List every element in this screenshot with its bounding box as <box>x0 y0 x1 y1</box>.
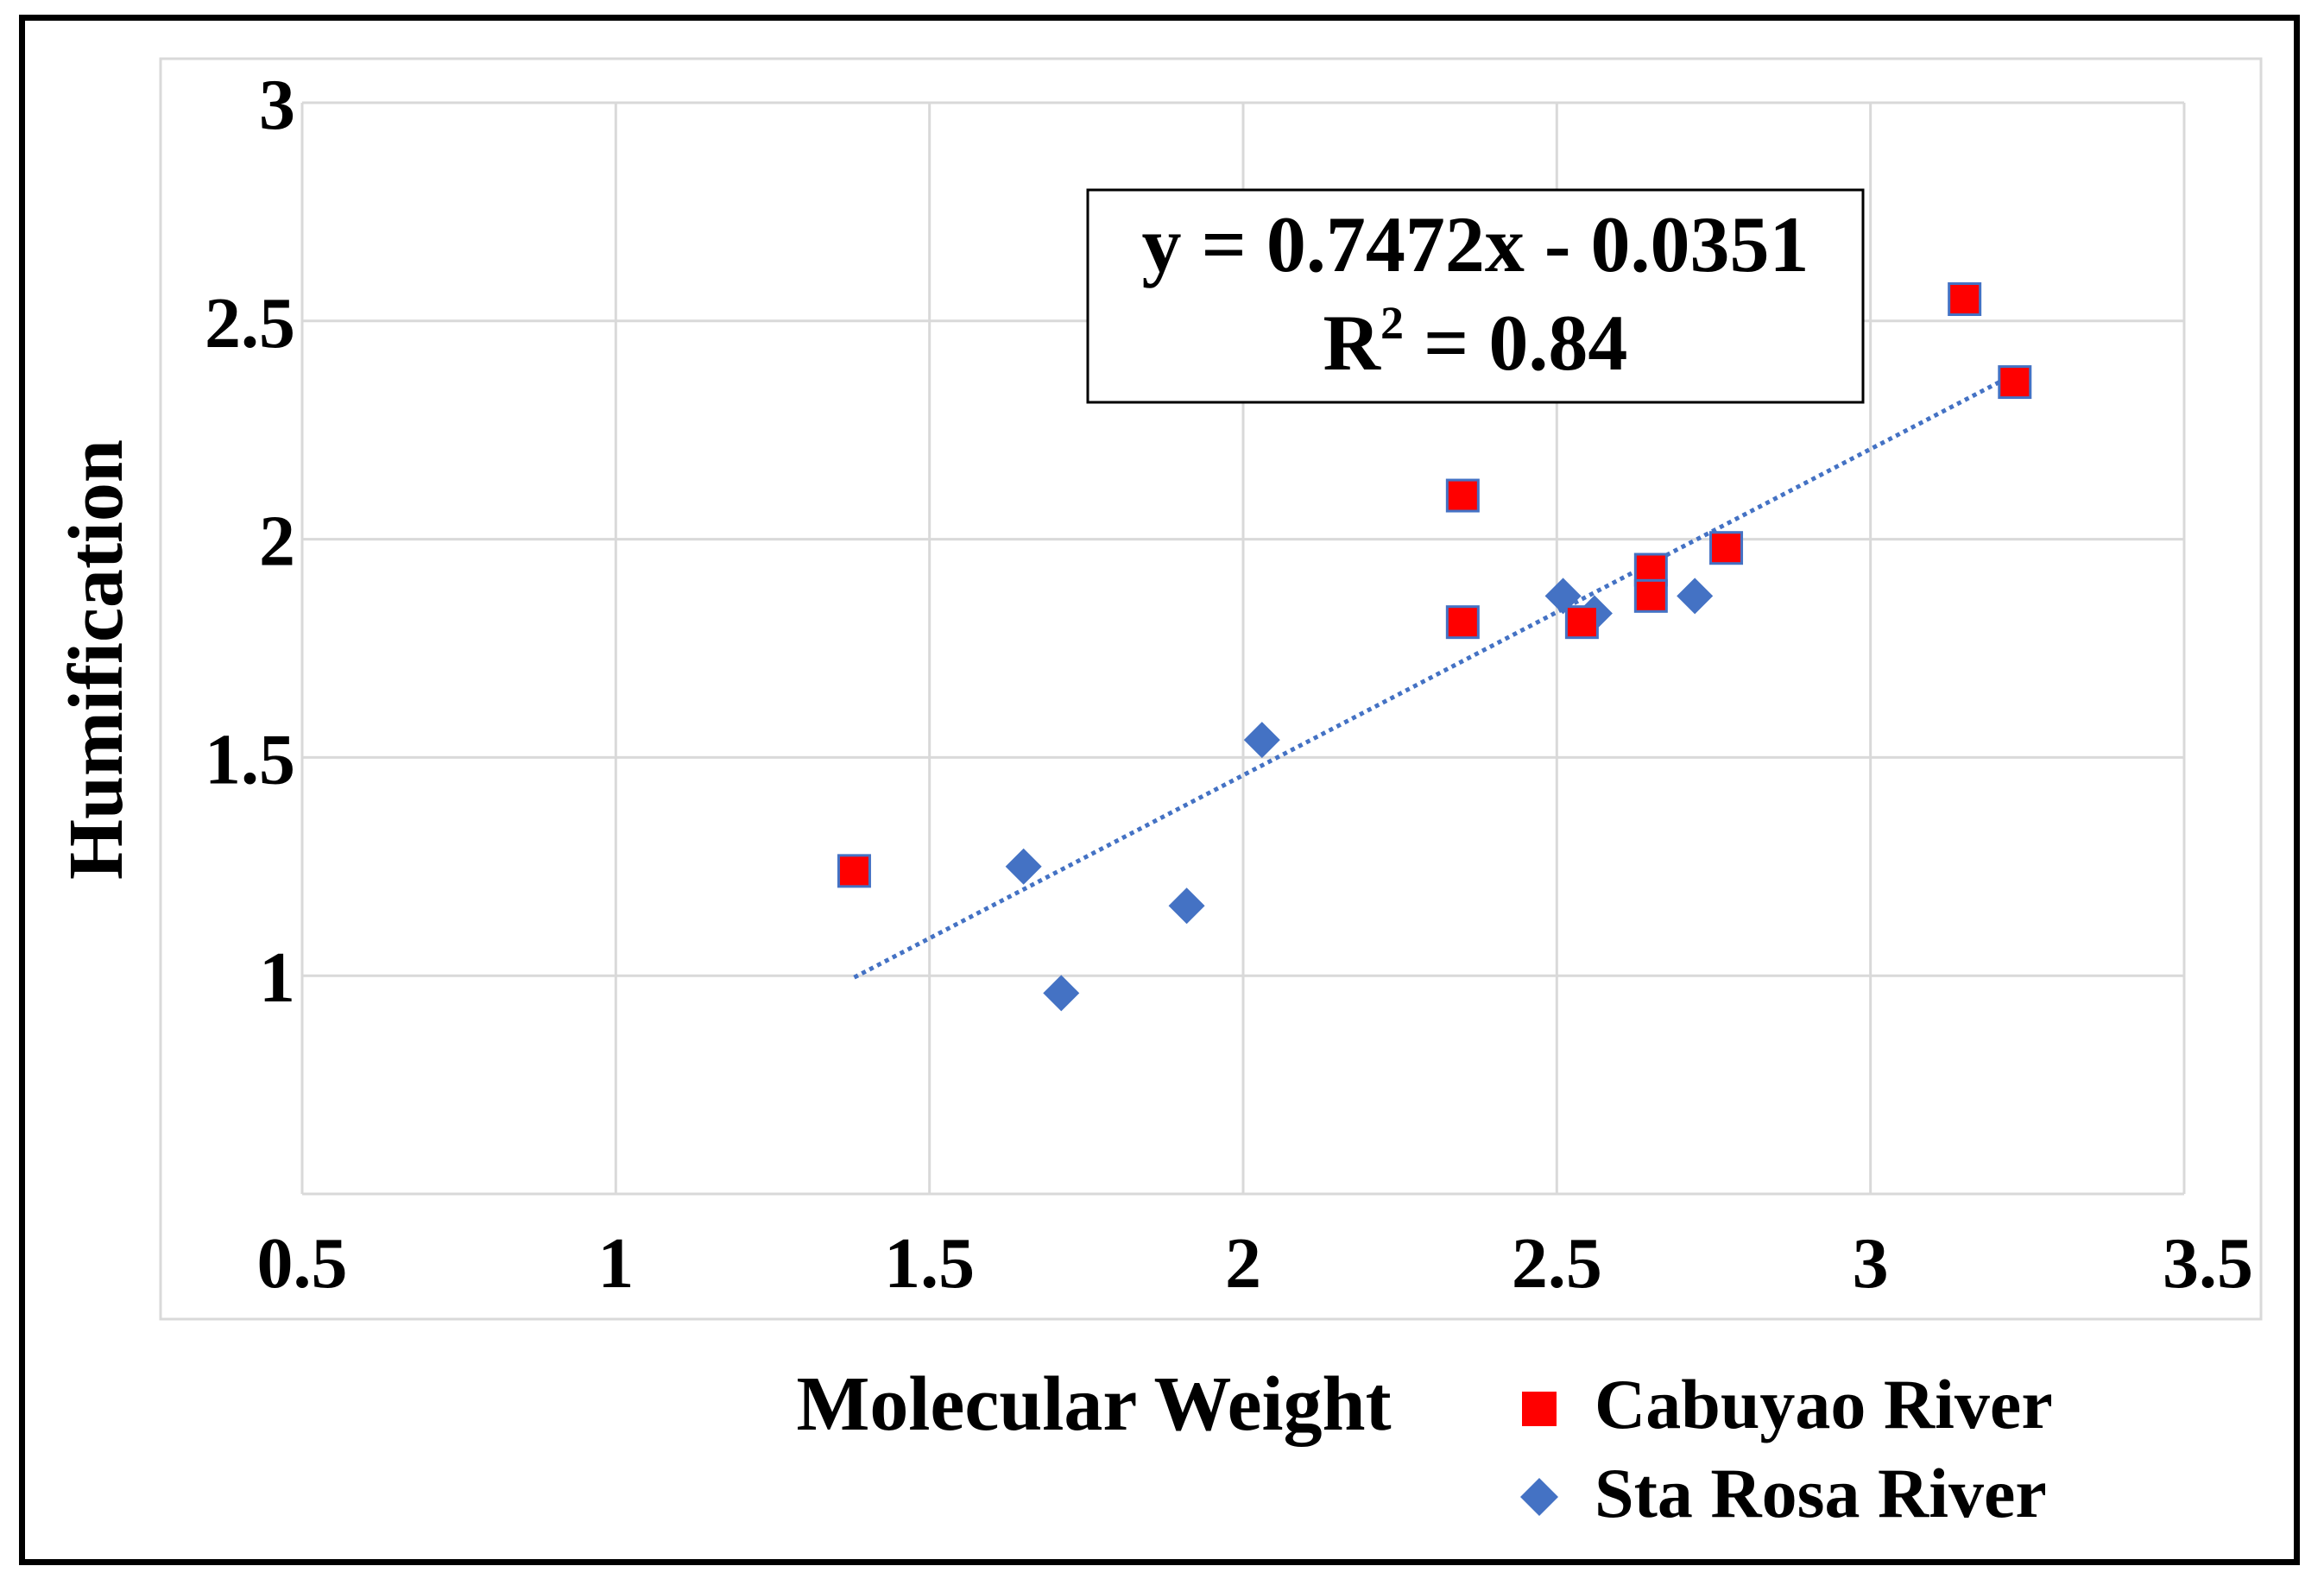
x-tick-label: 1.5 <box>884 1223 975 1304</box>
equation-box: y = 0.7472x - 0.0351 R2 = 0.84 <box>1086 188 1865 404</box>
tick-labels: 0.5 1 1.5 2 2.5 3 3.5 1 1.5 2 2.5 3 <box>205 65 2253 1304</box>
x-tick-label: 2 <box>1225 1223 1261 1304</box>
data-point-square <box>1445 478 1480 513</box>
data-point-diamond <box>1168 887 1205 925</box>
x-tick-label: 1 <box>597 1223 634 1304</box>
data-point-square <box>1564 605 1599 640</box>
trendline <box>853 372 2016 980</box>
data-point-square <box>1633 578 1668 613</box>
data-point-square <box>837 854 871 888</box>
legend-square-marker <box>1522 1392 1557 1426</box>
legend: Cabuyao River Sta Rosa River <box>1520 1365 2053 1532</box>
y-tick-label: 3 <box>259 65 295 145</box>
data-point-diamond <box>1677 578 1714 615</box>
axes <box>300 103 2184 1196</box>
data-point-square <box>1998 365 2032 400</box>
legend-label: Cabuyao River <box>1595 1365 2053 1443</box>
y-tick-label: 1.5 <box>205 719 295 799</box>
chart-frame: 0.5 1 1.5 2 2.5 3 3.5 1 1.5 2 2.5 3 y = 0.7472x - 0… <box>19 15 2300 1565</box>
x-tick-label: 3.5 <box>2163 1223 2253 1304</box>
x-tick-label: 2.5 <box>1512 1223 1602 1304</box>
legend-diamond-marker <box>1520 1478 1558 1516</box>
x-tick-label: 3 <box>1853 1223 1889 1304</box>
y-tick-label: 2 <box>259 502 295 582</box>
r-squared-label: R2 = 0.84 <box>1323 297 1628 387</box>
legend-label: Sta Rosa River <box>1595 1454 2047 1532</box>
legend-item-cabuyao: Cabuyao River <box>1522 1365 2053 1443</box>
x-axis-title: Molecular Weight <box>796 1361 1391 1447</box>
data-point-diamond <box>1005 848 1042 885</box>
legend-item-sta-rosa: Sta Rosa River <box>1520 1454 2047 1532</box>
data-point-square <box>1709 531 1744 565</box>
data-point-diamond <box>1544 578 1582 615</box>
y-tick-label: 2.5 <box>205 283 295 363</box>
y-axis-title: Humification <box>54 439 139 880</box>
data-point-diamond <box>1243 722 1280 759</box>
y-tick-label: 1 <box>259 938 295 1018</box>
data-point-diamond <box>1043 975 1080 1012</box>
trendline-equation: y = 0.7472x - 0.0351 <box>1141 200 1809 288</box>
data-point-square <box>1948 282 1982 317</box>
data-point-square <box>1445 605 1480 640</box>
trendline-line <box>853 372 2016 980</box>
scatter-chart: 0.5 1 1.5 2 2.5 3 3.5 1 1.5 2 2.5 3 y = 0.7472x - 0… <box>54 57 2263 1532</box>
x-tick-label: 0.5 <box>257 1223 348 1304</box>
data-points <box>837 282 2032 1012</box>
